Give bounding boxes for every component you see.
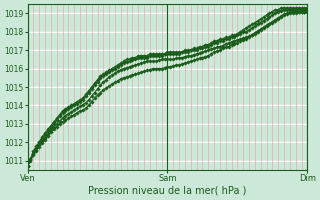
X-axis label: Pression niveau de la mer( hPa ): Pression niveau de la mer( hPa ) xyxy=(88,186,247,196)
